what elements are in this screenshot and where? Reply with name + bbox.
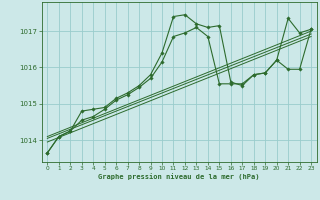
X-axis label: Graphe pression niveau de la mer (hPa): Graphe pression niveau de la mer (hPa)	[99, 173, 260, 180]
